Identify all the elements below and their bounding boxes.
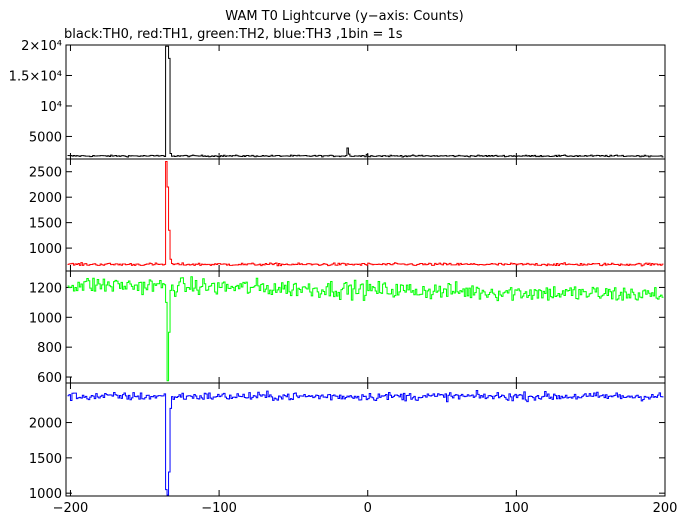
panel-th2: 600 800 1000 1200 [29,270,666,386]
x-tick-label: −100 [201,501,237,515]
y-tick-label: 2000 [29,417,62,432]
y-tick-label: 1000 [29,487,62,502]
y-tick-label: 1000 [29,242,62,257]
y-tick-label: 600 [37,371,62,386]
y-tick-label: 10⁴ [40,100,62,115]
y-tick-label: 2000 [29,191,62,206]
x-tick-label: 0 [364,501,372,515]
y-tick-label: 2×10⁴ [21,39,62,54]
panel-th0: 5000 10⁴ 1.5×10⁴ 2×10⁴ [9,39,666,160]
panel-frame [65,158,666,272]
y-tick-label: 1500 [29,452,62,467]
series-th1-line [67,161,664,267]
x-axis-layer: −200 −100 0 100 200 [53,501,678,515]
panel-th3: 1000 1500 2000 [29,382,666,502]
panel-frame [65,270,666,384]
panels-layer: 5000 10⁴ 1.5×10⁴ 2×10⁴ 1000 1500 2000 2500 600 80… [9,39,666,502]
series-th0-line [67,45,664,158]
chart-subtitle: black:TH0, red:TH1, green:TH2, blue:TH3 … [64,27,403,42]
y-tick-label: 1000 [29,311,62,326]
x-tick-label: −200 [53,501,89,515]
series-th3-line [67,389,664,496]
x-tick-label: 100 [504,501,529,515]
y-tick-label: 5000 [29,130,62,145]
series-th2-line [67,276,664,382]
y-tick-label: 1.5×10⁴ [9,69,62,84]
chart-title: WAM T0 Lightcurve (y−axis: Counts) [225,9,464,24]
y-tick-label: 1500 [29,217,62,232]
panel-frame [65,44,666,160]
x-tick-label: 200 [653,501,678,515]
y-tick-label: 2500 [29,166,62,181]
panel-frame [65,382,666,497]
y-tick-label: 1200 [29,281,62,296]
panel-th1: 1000 1500 2000 2500 [29,158,666,272]
y-tick-label: 800 [37,341,62,356]
